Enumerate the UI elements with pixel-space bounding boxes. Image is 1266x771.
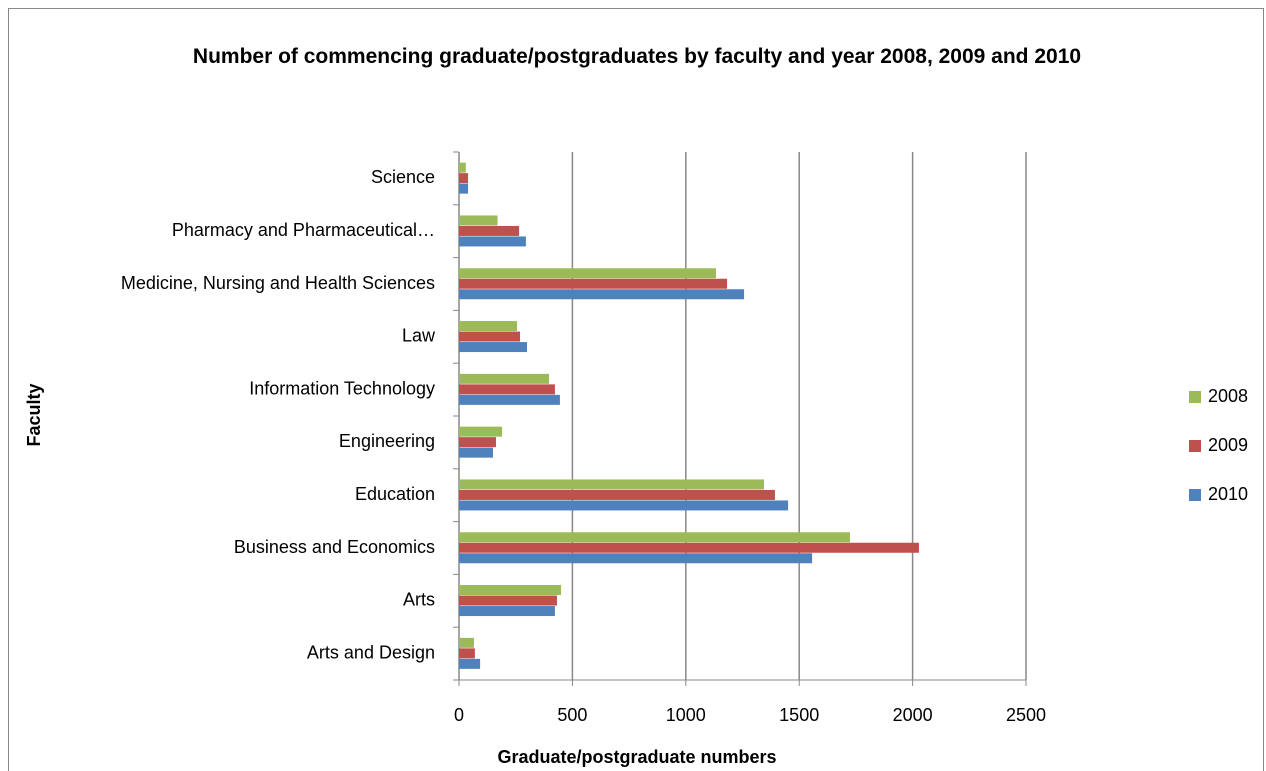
bar (459, 225, 520, 236)
y-tick-label: Arts (403, 590, 435, 610)
bar (459, 215, 498, 226)
y-tick-label: Medicine, Nursing and Health Sciences (121, 273, 435, 293)
bar (459, 489, 775, 500)
chart-title: Number of commencing graduate/postgradua… (192, 45, 1082, 68)
bar (459, 500, 789, 511)
bar (459, 373, 550, 384)
y-tick-label: Arts and Design (307, 642, 435, 662)
legend-label: 2008 (1208, 386, 1248, 406)
bar (459, 542, 919, 553)
bar (459, 447, 494, 458)
y-axis-label: Faculty (24, 383, 44, 446)
legend-label: 2010 (1208, 484, 1248, 504)
chart-border (8, 8, 1264, 771)
bar (459, 426, 503, 437)
bar (459, 553, 813, 564)
x-axis-label: Graduate/postgraduate numbers (497, 747, 776, 767)
bar (459, 331, 521, 342)
bar (459, 479, 765, 490)
bar (459, 173, 469, 184)
x-tick-label: 2000 (893, 705, 933, 725)
bar (459, 268, 716, 279)
bar (459, 183, 469, 194)
y-tick-label: Business and Economics (234, 537, 435, 557)
bar (459, 278, 728, 289)
bar (459, 658, 481, 669)
y-tick-label: Science (371, 167, 435, 187)
bar (459, 394, 560, 405)
bar (459, 384, 555, 395)
x-tick-label: 500 (557, 705, 587, 725)
bar (459, 595, 557, 606)
y-tick-label: Engineering (339, 431, 435, 451)
bar (459, 236, 526, 247)
legend-label: 2009 (1208, 435, 1248, 455)
bar (459, 648, 475, 659)
legend-swatch (1189, 440, 1201, 452)
legend-swatch (1189, 489, 1201, 501)
legend-swatch (1189, 391, 1201, 403)
bar (459, 585, 562, 596)
y-tick-label: Law (402, 326, 436, 346)
y-tick-label: Education (355, 484, 435, 504)
bar (459, 321, 518, 332)
x-tick-label: 0 (454, 705, 464, 725)
bar (459, 289, 745, 300)
x-tick-label: 2500 (1006, 705, 1046, 725)
bar (459, 532, 851, 543)
x-tick-label: 1000 (666, 705, 706, 725)
bar (459, 637, 474, 648)
bar (459, 162, 466, 173)
y-tick-label: Information Technology (249, 378, 435, 398)
bar (459, 606, 555, 617)
bar (459, 342, 528, 353)
y-tick-label: Pharmacy and Pharmaceutical… (172, 220, 435, 240)
x-tick-label: 1500 (779, 705, 819, 725)
bar (459, 437, 496, 448)
